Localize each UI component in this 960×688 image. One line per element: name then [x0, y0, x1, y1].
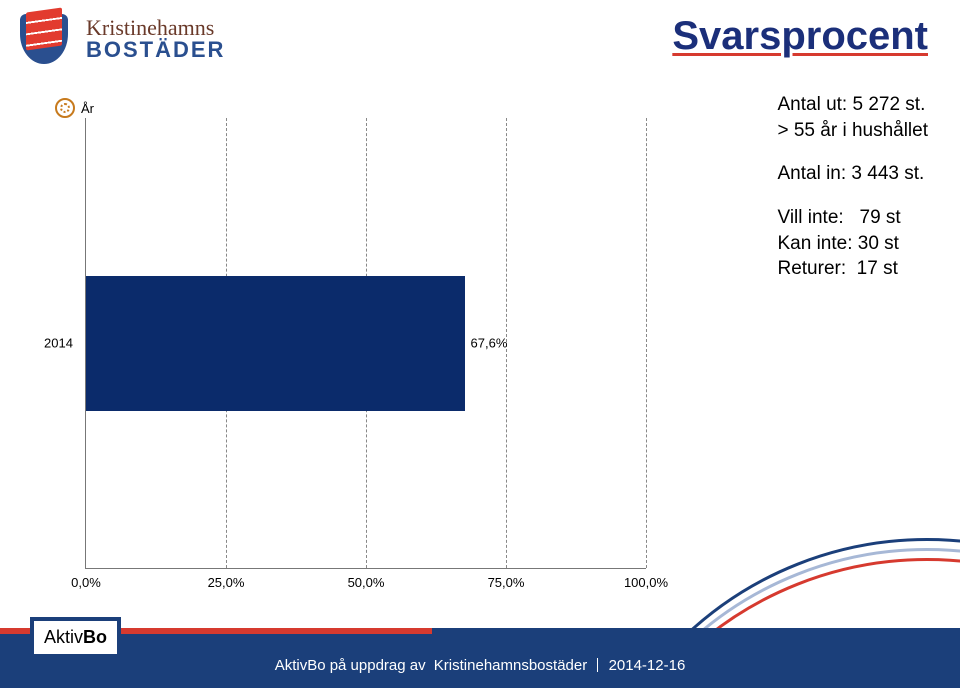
footer-mid: Kristinehamnsbostäder [434, 657, 587, 674]
footer-text: AktivBo på uppdrag av Kristinehamnsbostä… [0, 657, 960, 674]
page-root: Kristinehamns BOSTÄDER Svarsprocent Anta… [0, 0, 960, 688]
brand-bottom: BOSTÄDER [86, 39, 225, 61]
stat-line: Returer: 17 st [777, 256, 928, 282]
x-tick-label: 100,0% [624, 575, 668, 590]
logo-mark [20, 10, 78, 68]
gear-icon [55, 98, 75, 118]
stat-line: Kan inte: 30 st [777, 231, 928, 257]
aktivbo-prefix: Aktiv [44, 627, 83, 647]
separator-icon [597, 658, 598, 672]
brand-top: Kristinehamns [86, 17, 225, 39]
gridline [646, 118, 647, 568]
stat-line: Vill inte: 79 st [777, 205, 928, 231]
logo-text: Kristinehamns BOSTÄDER [86, 17, 225, 61]
bar-value-label: 67,6% [471, 336, 508, 351]
response-chart: År 0,0%25,0%50,0%75,0%100,0%201467,6% [55, 98, 675, 606]
chart-axis-label: År [55, 98, 94, 118]
company-logo: Kristinehamns BOSTÄDER [20, 10, 225, 68]
aktivbo-suffix: Bo [83, 627, 107, 647]
stat-line: Antal in: 3 443 st. [777, 161, 928, 187]
bar [86, 276, 465, 411]
footer-right: 2014-12-16 [609, 657, 686, 674]
stat-line: Antal ut: 5 272 st. [777, 92, 928, 118]
x-tick-label: 25,0% [208, 575, 245, 590]
y-tick-label: 2014 [44, 336, 73, 351]
x-tick-label: 0,0% [71, 575, 101, 590]
page-title: Svarsprocent [672, 14, 928, 59]
x-tick-label: 75,0% [488, 575, 525, 590]
stats-block: Antal ut: 5 272 st. > 55 år i hushållet … [777, 92, 928, 282]
footer-left: AktivBo på uppdrag av [275, 657, 426, 674]
chart-plot-area: 0,0%25,0%50,0%75,0%100,0%201467,6% [85, 118, 646, 569]
aktivbo-badge: AktivBo [30, 617, 121, 654]
stat-line: > 55 år i hushållet [777, 118, 928, 144]
x-tick-label: 50,0% [348, 575, 385, 590]
axis-label-text: År [81, 101, 94, 116]
